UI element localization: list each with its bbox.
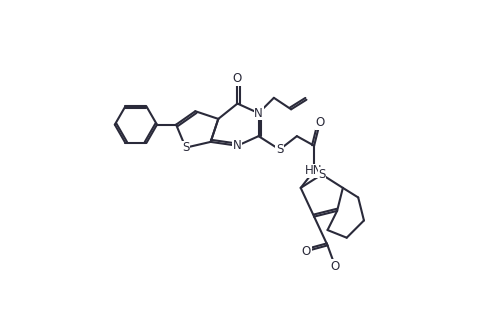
- Text: S: S: [276, 143, 283, 156]
- Text: O: O: [331, 260, 340, 273]
- Text: S: S: [318, 168, 326, 181]
- Text: O: O: [315, 116, 325, 129]
- Text: N: N: [254, 107, 263, 120]
- Text: S: S: [182, 141, 189, 154]
- Text: O: O: [233, 72, 242, 85]
- Text: N: N: [233, 139, 242, 152]
- Text: HN: HN: [305, 164, 323, 177]
- Text: O: O: [302, 245, 311, 258]
